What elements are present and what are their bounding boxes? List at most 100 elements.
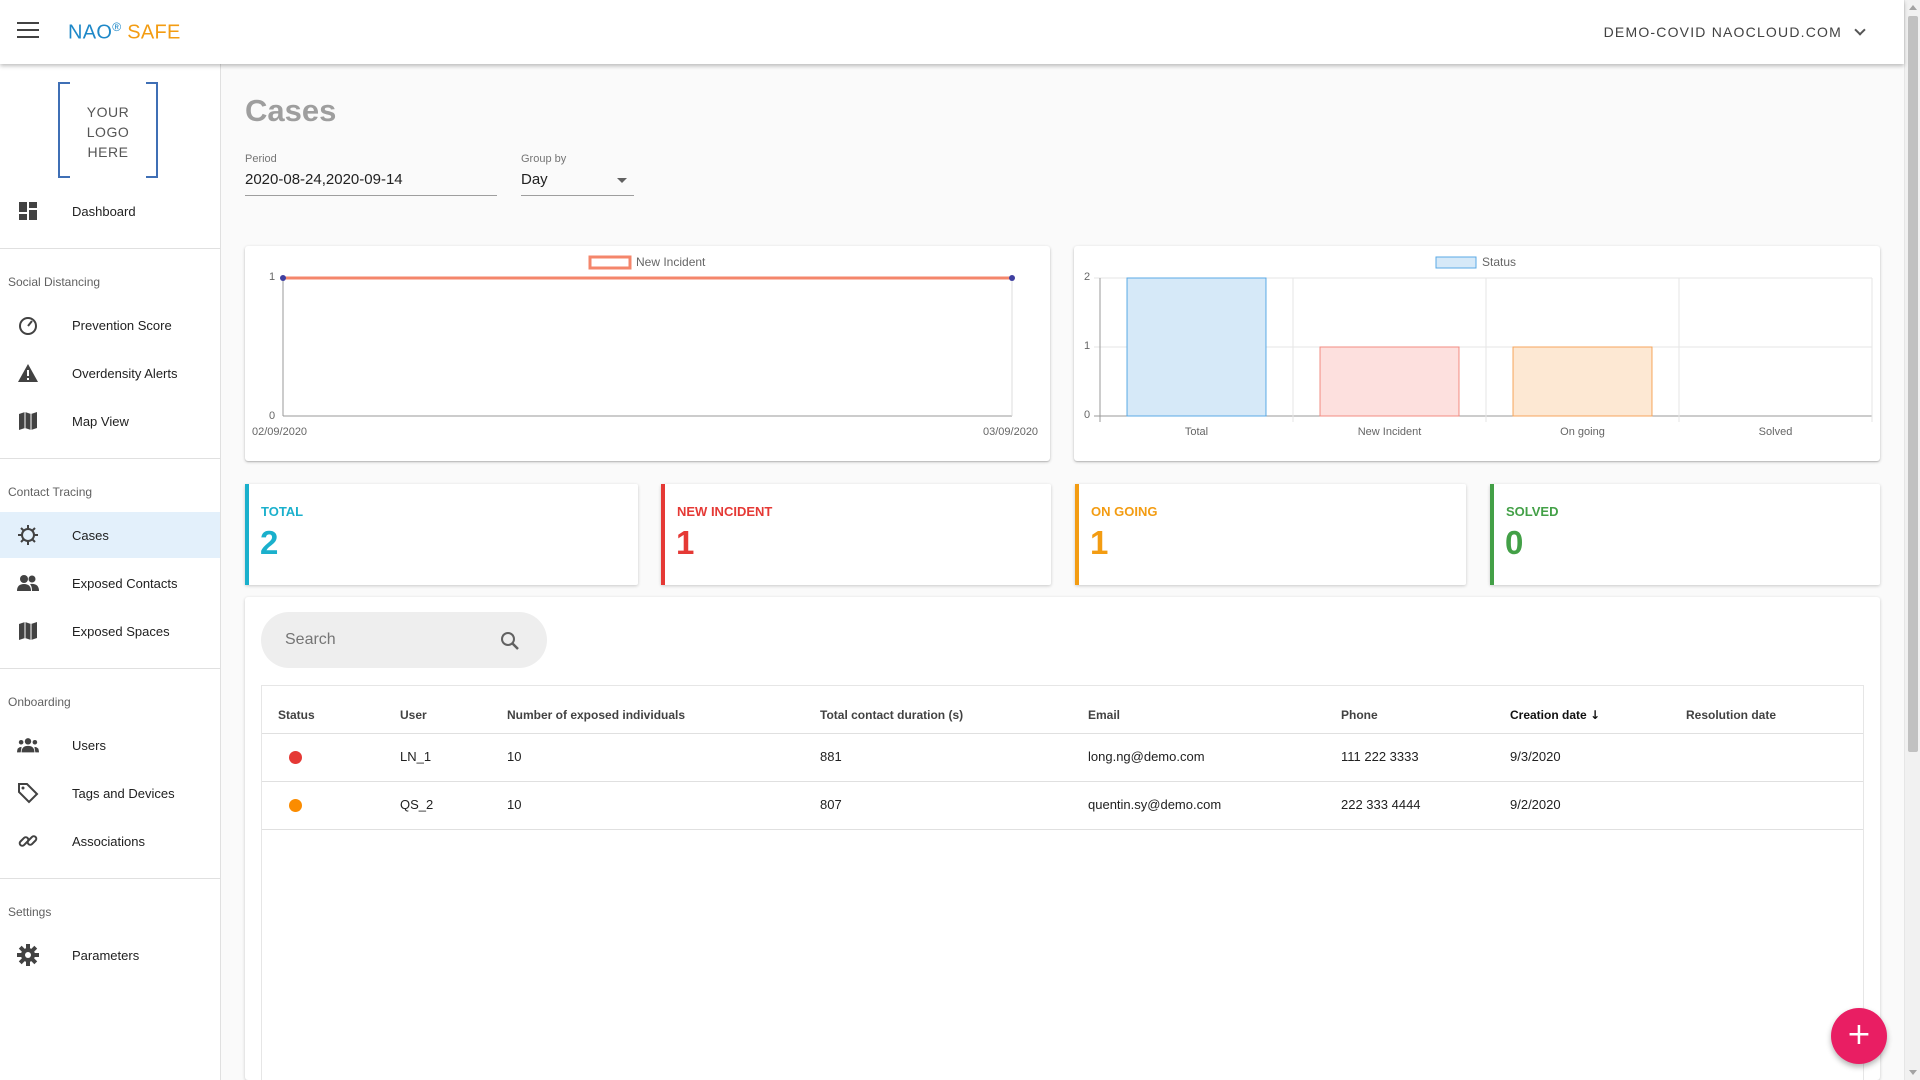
stat-label: SOLVED [1506,504,1559,519]
y-tick-label: 1 [269,271,275,283]
y-tick-label: 2 [1084,271,1090,283]
legend-swatch[interactable] [588,255,632,270]
sidebar-item-label: Map View [72,413,129,429]
column-header-phone[interactable]: Phone [1341,708,1378,722]
x-tick-label: 03/09/2020 [983,426,1038,438]
sidebar-item-label: Overdensity Alerts [72,365,178,381]
data-point[interactable] [280,275,286,281]
brand-logo[interactable]: NAO® SAFE [68,20,181,45]
column-header-status[interactable]: Status [278,708,315,722]
period-input[interactable]: 2020-08-24,2020-09-14 [245,171,403,188]
sidebar-item-tags-devices[interactable]: Tags and Devices [0,770,220,816]
y-tick-label: 0 [269,410,275,422]
table-row[interactable]: LN_1 10 881 long.ng@demo.com 111 222 333… [262,733,1863,781]
period-label: Period [245,153,277,165]
bar[interactable] [1126,277,1267,417]
map-icon [17,620,39,642]
stat-card-solved[interactable]: SOLVED 0 [1490,484,1880,585]
section-title-social-distancing: Social Distancing [8,275,101,289]
sidebar-item-label: Dashboard [72,203,136,219]
sidebar-item-exposed-spaces[interactable]: Exposed Spaces [0,608,220,654]
virus-icon [17,524,39,546]
groupby-select[interactable]: Day [521,171,548,188]
row-divider [262,829,1863,830]
scroll-thumb[interactable] [1908,16,1918,752]
search-icon[interactable] [499,630,521,652]
brand-safe: SAFE [127,21,181,44]
cases-table: Status User Number of exposed individual… [261,685,1864,1080]
data-point[interactable] [1009,275,1015,281]
sidebar-item-label: Cases [72,527,109,543]
sidebar-item-prevention-score[interactable]: Prevention Score [0,302,220,348]
people-icon [17,572,39,594]
section-title-onboarding: Onboarding [8,695,71,709]
sidebar-item-users[interactable]: Users [0,722,220,768]
column-header-exposed[interactable]: Number of exposed individuals [507,708,686,722]
sidebar-item-label: Exposed Spaces [72,623,170,639]
status-bar-chart: Status 2 1 0 Total New Incident On going So… [1084,255,1873,438]
cell-user: LN_1 [400,749,432,764]
page-title: Cases [245,93,337,128]
legend-label[interactable]: New Incident [636,255,706,269]
stat-card-new-incident[interactable]: NEW INCIDENT 1 [661,484,1051,585]
sidebar-item-exposed-contacts[interactable]: Exposed Contacts [0,560,220,606]
scroll-up-arrow-icon[interactable] [1909,5,1917,10]
sidebar-item-label: Associations [72,833,145,849]
divider [0,248,220,249]
section-title-settings: Settings [8,905,52,919]
column-header-duration[interactable]: Total contact duration (s) [820,708,964,722]
logo-line: YOUR [86,104,130,120]
stat-label: ON GOING [1091,504,1158,519]
add-case-button[interactable]: + [1831,1008,1887,1064]
sidebar-item-overdensity-alerts[interactable]: Overdensity Alerts [0,350,220,396]
sidebar-item-associations[interactable]: Associations [0,818,220,864]
page-scrollbar[interactable] [1904,0,1920,1080]
cell-email: quentin.sy@demo.com [1088,797,1222,812]
legend-swatch[interactable] [1435,256,1477,269]
status-dot [289,751,302,764]
x-tick-label: New Incident [1358,426,1422,438]
bar-chart-card: Status 2 1 0 Total New Incident On going So… [1074,246,1880,461]
brand-nao: NAO [68,21,113,44]
search-box[interactable] [261,612,547,668]
stat-card-total[interactable]: TOTAL 2 [245,484,638,585]
sidebar-item-cases[interactable]: Cases [0,512,220,558]
x-tick-label: 02/09/2020 [252,426,307,438]
scroll-down-arrow-icon[interactable] [1909,1070,1917,1075]
legend-label[interactable]: Status [1482,255,1516,269]
speedometer-icon [17,314,39,336]
tag-icon [17,782,39,804]
search-input[interactable] [285,626,485,654]
y-tick-label: 1 [1084,340,1090,352]
table-row[interactable]: QS_2 10 807 quentin.sy@demo.com 222 333 … [262,781,1863,829]
column-header-resolution-date[interactable]: Resolution date [1686,708,1777,722]
menu-icon[interactable] [17,22,39,40]
logo-line: LOGO [86,124,130,140]
groupby-label: Group by [521,153,567,165]
sidebar-item-map-view[interactable]: Map View [0,398,220,444]
sidebar-item-parameters[interactable]: Parameters [0,932,220,978]
account-menu[interactable]: DEMO-COVID NAOCLOUD.COM [1604,24,1866,40]
column-header-label: Creation date [1510,708,1587,722]
bar[interactable] [1512,346,1653,417]
dropdown-arrow-icon[interactable] [617,178,627,183]
sidebar: YOUR LOGO HERE Dashboard Social Distanci… [0,64,221,1080]
column-header-email[interactable]: Email [1088,708,1121,722]
cell-phone: 222 333 4444 [1341,797,1421,812]
stat-value: 0 [1505,524,1524,561]
sidebar-item-label: Users [72,737,106,753]
cell-exposed: 10 [507,797,522,812]
x-tick-label: On going [1560,426,1605,438]
y-tick-label: 0 [1084,409,1090,421]
column-header-creation-date[interactable]: Creation date ↓ [1510,708,1600,722]
cell-user: QS_2 [400,797,434,812]
stat-value: 1 [676,524,695,561]
column-header-user[interactable]: User [400,708,427,722]
bar[interactable] [1319,346,1460,417]
cell-duration: 807 [820,797,842,812]
sidebar-item-label: Prevention Score [72,317,172,333]
stat-card-on-going[interactable]: ON GOING 1 [1075,484,1466,585]
cell-phone: 111 222 3333 [1341,749,1419,764]
sidebar-item-dashboard[interactable]: Dashboard [0,188,220,234]
cell-duration: 881 [820,749,842,764]
